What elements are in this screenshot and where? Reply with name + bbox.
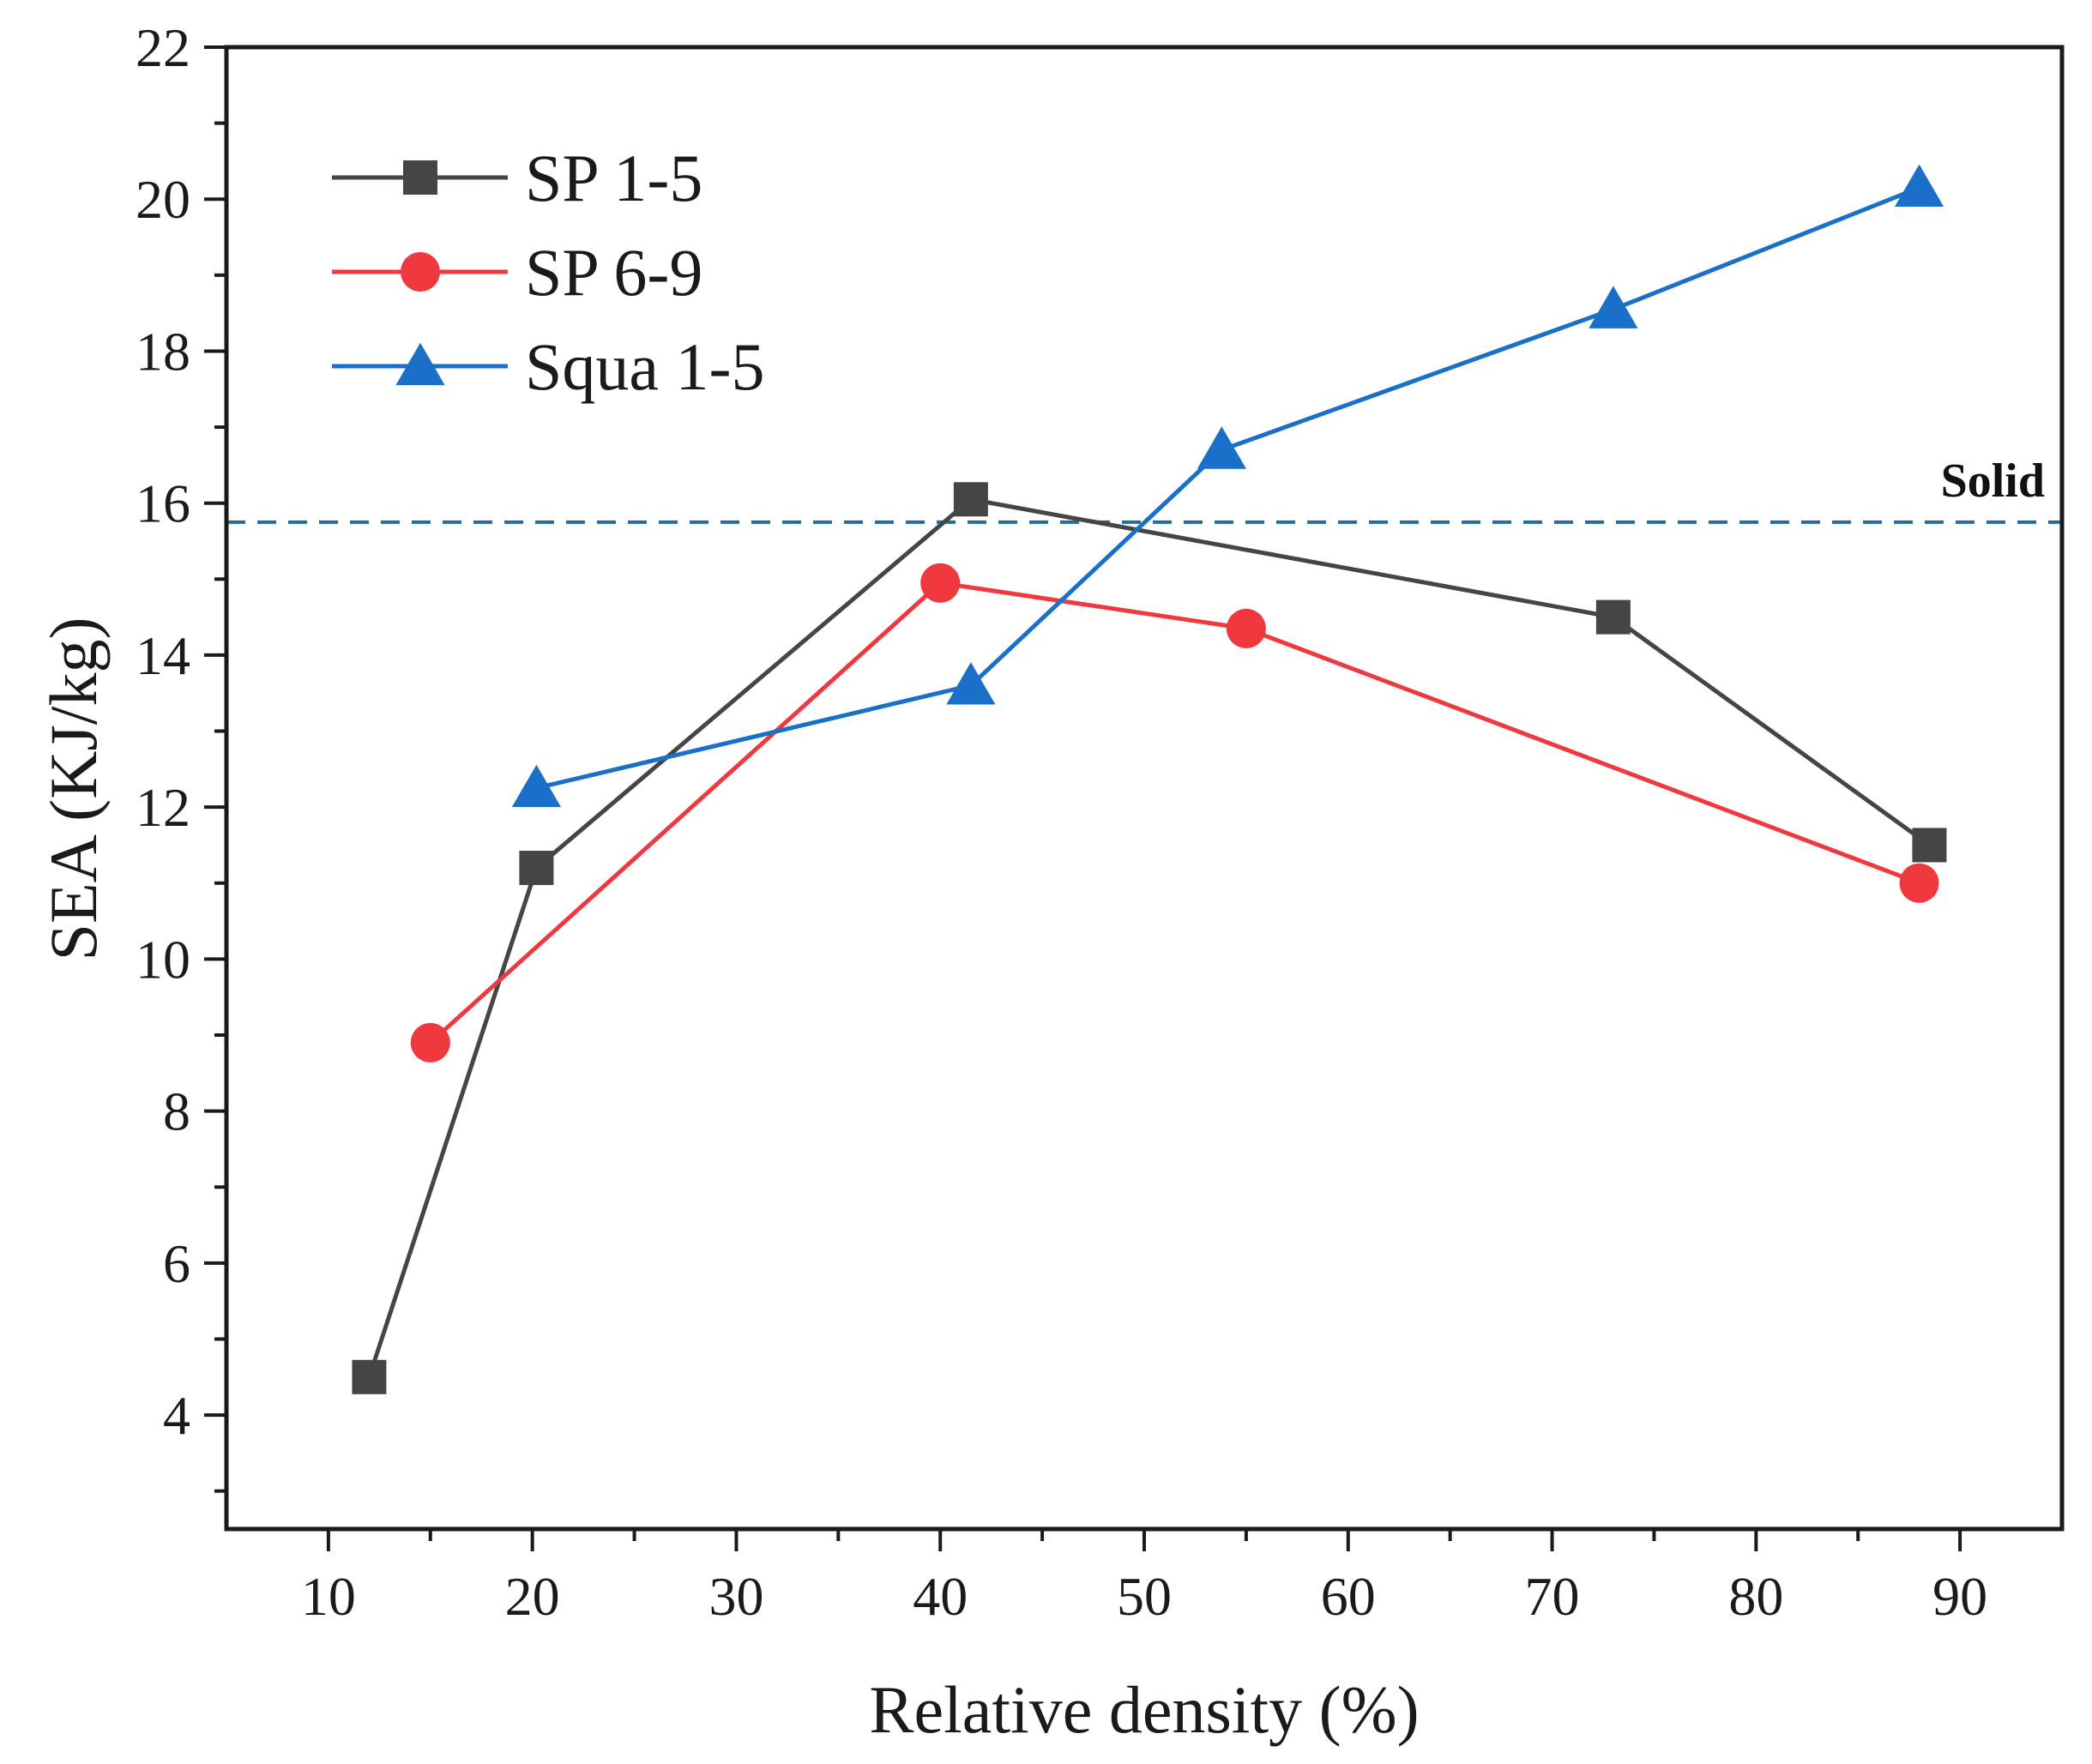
y-tick-label: 6 [163, 1233, 190, 1294]
y-tick-label: 10 [136, 929, 190, 990]
x-tick-label: 10 [301, 1566, 356, 1627]
y-tick-label: 16 [136, 473, 190, 534]
reference-lines: Solid [226, 455, 2062, 524]
series-squa-1-5 [511, 164, 1944, 808]
legend-label-sp-1-5: SP 1-5 [525, 141, 702, 215]
x-tick-label: 70 [1525, 1566, 1580, 1627]
data-point-squa-1-5 [1589, 286, 1638, 328]
x-axis-title: Relative density (%) [869, 1672, 1419, 1747]
data-point-sp-6-9 [1226, 608, 1266, 648]
legend-entry-sp-1-5: SP 1-5 [332, 141, 702, 215]
data-point-sp-6-9 [410, 1022, 450, 1063]
data-point-sp-6-9 [1899, 863, 1939, 903]
legend-label-sp-6-9: SP 6-9 [525, 235, 702, 310]
data-point-squa-1-5 [511, 764, 562, 808]
y-axis-title: SEA (KJ/kg) [36, 617, 111, 961]
legend-marker-sp-1-5 [403, 160, 437, 195]
series-layer [352, 164, 1947, 1394]
x-tick-label: 30 [708, 1566, 763, 1627]
x-tick-label: 90 [1932, 1566, 1987, 1627]
data-point-sp-1-5 [519, 851, 554, 886]
y-tick-label: 14 [136, 625, 190, 686]
data-point-sp-1-5 [953, 482, 988, 517]
y-tick-label: 20 [136, 169, 190, 230]
legend-entry-sp-6-9: SP 6-9 [332, 235, 702, 310]
y-tick-label: 22 [136, 17, 190, 78]
y-tick-label: 8 [163, 1081, 190, 1142]
legend-marker-squa-1-5 [395, 342, 445, 386]
x-tick-label: 40 [913, 1566, 968, 1627]
x-axis: 10 20 30 40 50 60 70 80 90 [301, 1529, 1987, 1627]
series-sp-6-9 [410, 563, 1939, 1063]
legend-entry-squa-1-5: Squa 1-5 [332, 329, 764, 404]
series-sp-1-5 [352, 482, 1947, 1394]
legend-marker-sp-6-9 [401, 252, 440, 292]
legend-label-squa-1-5: Squa 1-5 [525, 329, 764, 404]
x-tick-label: 80 [1728, 1566, 1783, 1627]
y-axis: 4 6 8 10 12 14 16 18 20 22 [136, 17, 226, 1493]
y-tick-label: 12 [136, 777, 190, 838]
solid-reference-label: Solid [1941, 455, 2045, 508]
legend: SP 1-5 SP 6-9 Squa 1-5 [332, 141, 764, 404]
data-point-squa-1-5 [1894, 164, 1944, 208]
data-point-sp-1-5 [1595, 599, 1631, 635]
y-tick-label: 4 [163, 1385, 190, 1446]
y-tick-label: 18 [136, 321, 190, 382]
x-tick-label: 60 [1321, 1566, 1376, 1627]
x-tick-label: 20 [505, 1566, 560, 1627]
series-line-sp-6-9 [429, 581, 1920, 1045]
data-point-sp-6-9 [920, 563, 961, 603]
data-point-sp-1-5 [1912, 828, 1947, 863]
data-point-sp-1-5 [352, 1359, 387, 1394]
x-tick-label: 50 [1117, 1566, 1172, 1627]
data-point-squa-1-5 [946, 662, 996, 705]
data-point-squa-1-5 [1197, 426, 1246, 469]
